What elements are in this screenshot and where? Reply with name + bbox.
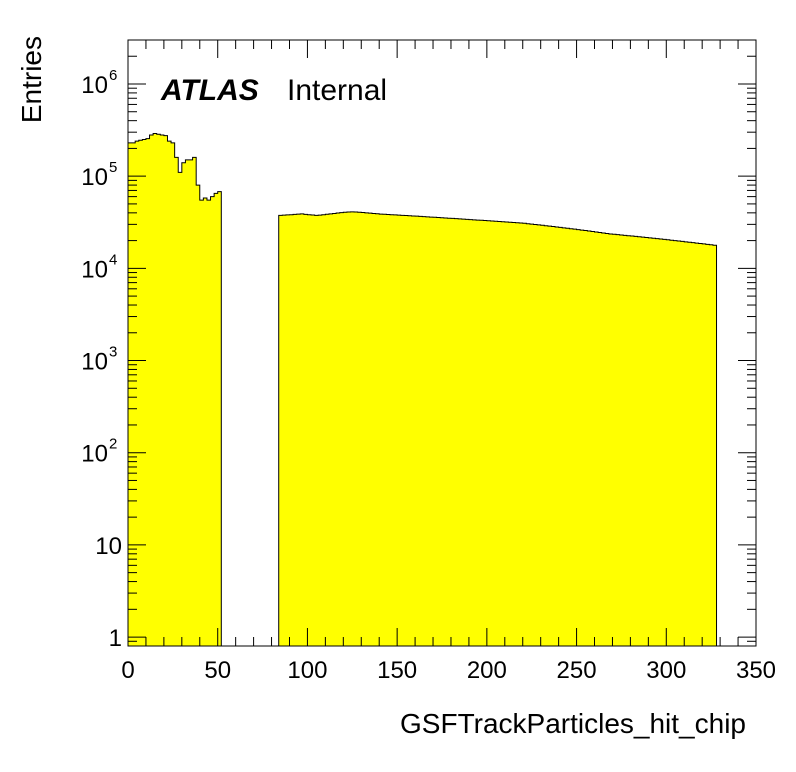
- y-tick-label-base: 10: [81, 441, 108, 468]
- x-tick-label: 0: [121, 657, 134, 684]
- y-tick-label-exponent: 5: [109, 159, 117, 176]
- y-tick-label: 10 4: [81, 251, 117, 283]
- y-tick-label-exponent: 4: [109, 251, 117, 268]
- x-tick-label: 150: [377, 657, 417, 684]
- x-tick-label: 50: [204, 657, 231, 684]
- histogram-outline-segment-1: [127, 133, 222, 647]
- y-tick-label: 1: [109, 625, 122, 652]
- histogram-bars: [127, 133, 718, 647]
- internal-label: Internal: [287, 74, 387, 107]
- y-axis-title: Entries: [16, 36, 47, 123]
- x-tick-label: 350: [736, 657, 776, 684]
- x-tick-label: 300: [646, 657, 686, 684]
- histogram-fill-segment-2: [278, 211, 717, 646]
- y-tick-label: 10 5: [81, 159, 117, 191]
- x-tick-label: 200: [467, 657, 507, 684]
- histogram-fill-segment-1: [128, 133, 222, 646]
- y-tick-label-base: 10: [81, 164, 108, 191]
- x-axis-ticks: 0 50 100 150 200 250 300 350: [121, 40, 776, 684]
- y-tick-label-exponent: 3: [109, 344, 117, 361]
- x-tick-label: 250: [557, 657, 597, 684]
- y-tick-label-base: 10: [81, 256, 108, 283]
- histogram-outline-segment-2: [278, 211, 718, 647]
- plot-frame: [127, 39, 757, 647]
- y-tick-label: 10 2: [81, 436, 117, 468]
- atlas-label: ATLAS: [160, 74, 259, 107]
- x-tick-label: 100: [287, 657, 327, 684]
- y-tick-label: 10: [95, 533, 122, 560]
- y-tick-label-exponent: 6: [109, 67, 117, 84]
- y-tick-label: 10 6: [81, 67, 117, 99]
- y-tick-label-base: 1: [109, 625, 122, 652]
- y-tick-label: 10 3: [81, 344, 117, 376]
- y-tick-label-base: 10: [95, 533, 122, 560]
- y-tick-label-exponent: 2: [109, 436, 117, 453]
- y-tick-label-base: 10: [81, 72, 108, 99]
- x-axis-title: GSFTrackParticles_hit_chip: [400, 708, 746, 739]
- y-tick-label-base: 10: [81, 349, 108, 376]
